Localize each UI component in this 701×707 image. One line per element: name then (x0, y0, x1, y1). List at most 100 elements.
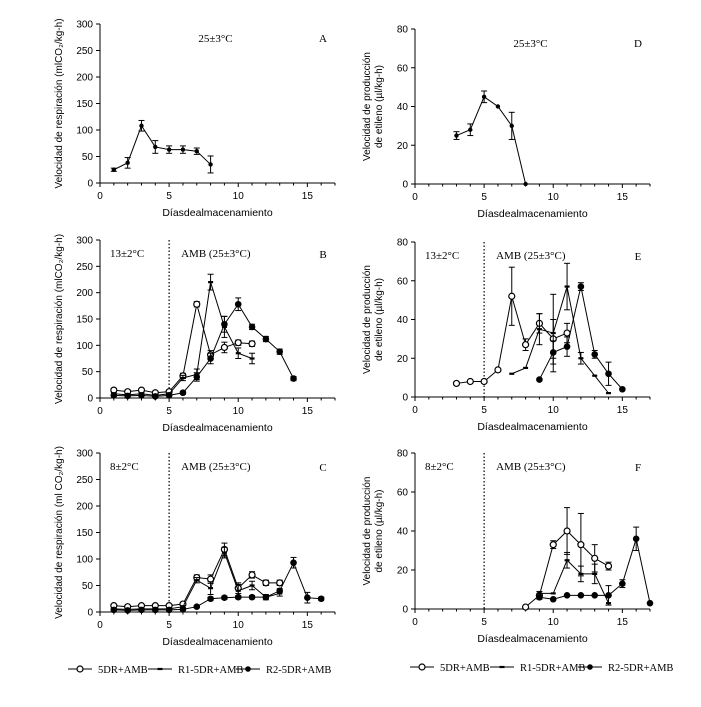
series-dot (453, 90, 528, 187)
point-marker (221, 320, 228, 328)
point-marker (110, 606, 118, 614)
point-marker (125, 160, 130, 166)
series-filled (536, 526, 654, 607)
legend-left: 5DR+AMB R1-5DR+AMB R2-5DR+AMB (68, 665, 331, 676)
series-filled (110, 556, 325, 614)
condition-label: 25±3°C (198, 33, 232, 45)
y-tick-label: 20 (397, 566, 409, 577)
y-tick-label: 250 (76, 475, 93, 486)
series-line (113, 303, 294, 397)
y-tick-label: 50 (82, 581, 94, 592)
y-tick-label: 50 (82, 152, 94, 163)
y-tick-label: 150 (76, 315, 93, 326)
point-marker (234, 593, 242, 601)
condition-label: 8±2°C (110, 461, 139, 473)
series-open (110, 542, 284, 611)
point-marker (276, 348, 284, 355)
y-tick-label: 200 (76, 73, 93, 84)
point-marker (577, 592, 585, 599)
y-tick-label: 100 (76, 555, 93, 566)
point-marker (480, 377, 488, 386)
point-marker (207, 595, 214, 603)
point-marker (605, 592, 612, 599)
point-marker (591, 351, 599, 358)
point-marker (619, 385, 626, 393)
point-marker (248, 571, 256, 579)
legend-label: R1-5DR+AMB (178, 665, 243, 676)
y-tick-label: 300 (76, 20, 93, 31)
legend-label: 5DR+AMB (440, 663, 490, 674)
panel-d: 0 20 40 60 80 0 5 10 15 Díasdealmacenamiento Veloc… (362, 25, 651, 220)
series-filled (536, 282, 626, 393)
series-dot (110, 119, 214, 174)
x-tick-label: 10 (548, 617, 560, 628)
point-marker (248, 340, 256, 348)
y-axis-label: Velocidad de respiración (ml CO₂/kg-h) (54, 446, 65, 619)
point-marker (194, 149, 199, 154)
point-marker (536, 376, 543, 383)
point-marker (577, 541, 585, 549)
point-marker (248, 323, 256, 331)
condition-label: 13±2°C (425, 250, 459, 262)
point-marker (549, 595, 557, 603)
y-tick-label: 100 (76, 341, 93, 352)
condition-label-amb: AMB (25±3°C) (181, 461, 251, 473)
y-axis-label: de etileno (µl/kg-h) (374, 65, 385, 148)
point-marker (317, 595, 325, 603)
y-tick-label: 60 (397, 63, 409, 74)
x-tick-label: 15 (302, 191, 314, 202)
panel-letter: F (635, 462, 641, 474)
y-tick-label: 0 (87, 179, 93, 190)
x-tick-label: 10 (233, 620, 245, 631)
series-line (539, 559, 609, 604)
point-marker (138, 606, 145, 614)
x-tick-label: 5 (166, 191, 172, 202)
x-tick-label: 15 (617, 192, 629, 203)
y-tick-label: 0 (402, 393, 408, 404)
panel-c: 0 50 100 150 200 250 300 0 5 10 15 Díasdealmacenami… (54, 446, 336, 648)
x-axis-label: Díasdealmacenamiento (162, 636, 272, 648)
point-marker (262, 335, 270, 343)
series-line (456, 96, 527, 185)
y-tick-label: 50 (82, 367, 94, 378)
x-tick-label: 0 (97, 406, 103, 417)
y-tick-label: 150 (76, 99, 93, 110)
x-tick-label: 5 (166, 406, 172, 417)
point-marker (262, 579, 270, 587)
x-tick-label: 15 (302, 406, 314, 417)
point-marker (138, 392, 145, 399)
point-marker (494, 366, 502, 374)
y-axis-label: Velocidad de producción (362, 52, 373, 161)
series-dash (509, 262, 612, 395)
point-marker (536, 594, 543, 601)
point-marker (454, 133, 459, 138)
series-line (113, 561, 322, 611)
condition-label-amb: AMB (25±3°C) (496, 250, 566, 262)
point-marker (509, 123, 514, 129)
point-marker (521, 341, 530, 349)
x-axis-label: Díasdealmacenamiento (477, 633, 587, 645)
point-marker (221, 594, 228, 601)
series-line (113, 124, 211, 171)
x-tick-label: 15 (617, 617, 629, 628)
y-axis-label: Velocidad de respiración (mlCO₂/kg-h) (54, 234, 65, 404)
y-tick-label: 200 (76, 288, 93, 299)
panel-letter: C (319, 462, 326, 474)
point-marker (632, 535, 640, 543)
condition-label: 13±2°C (110, 248, 144, 260)
x-tick-label: 0 (412, 192, 418, 203)
y-tick-label: 80 (397, 25, 409, 36)
series-dash (536, 551, 612, 605)
x-tick-label: 10 (548, 192, 560, 203)
series-open (110, 300, 256, 397)
point-marker (208, 162, 213, 167)
x-axis-label: Díasdealmacenamiento (162, 422, 272, 434)
point-marker (591, 554, 599, 562)
y-tick-label: 150 (76, 528, 93, 539)
legend-label: R1-5DR+AMB (520, 663, 585, 674)
condition-label-amb: AMB (25±3°C) (181, 248, 251, 260)
point-marker (481, 94, 487, 100)
y-tick-label: 20 (397, 141, 409, 152)
condition-label-amb: AMB (25±3°C) (496, 461, 566, 473)
